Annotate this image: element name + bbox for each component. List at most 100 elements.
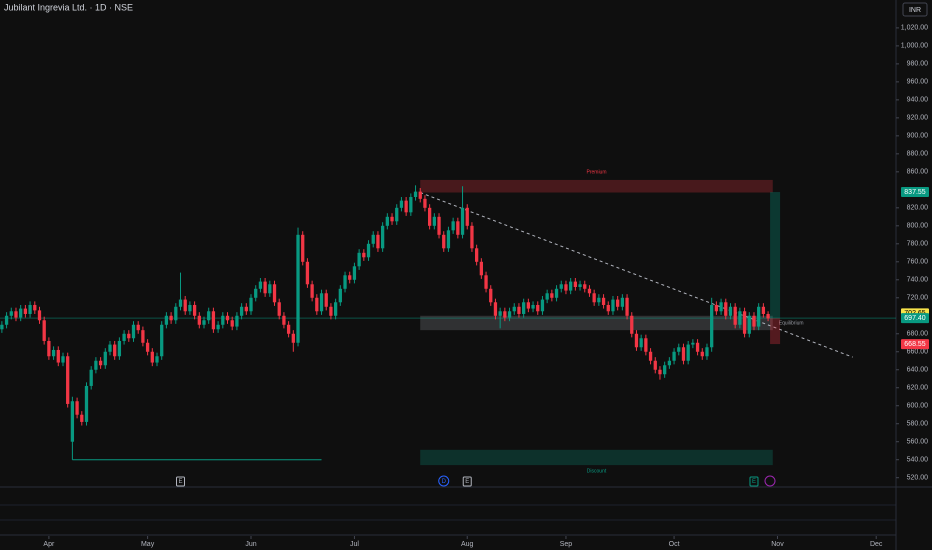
event-marker[interactable]	[176, 476, 186, 487]
candle-body	[225, 315, 230, 321]
candle-body	[235, 315, 239, 327]
candle-body	[42, 320, 46, 341]
event-label[interactable]: E	[465, 479, 469, 485]
candle-body	[667, 360, 672, 366]
event-marker[interactable]	[749, 476, 759, 487]
candle-body	[545, 293, 549, 300]
candle-body	[324, 293, 328, 307]
candle-body	[244, 306, 248, 312]
y-tick-label: 720.00	[907, 295, 929, 302]
y-tick-label: 520.00	[907, 475, 929, 482]
candle-body	[319, 293, 324, 312]
position-stop	[770, 318, 781, 345]
candle-body	[766, 313, 770, 319]
x-tick-label: Sep	[560, 541, 573, 548]
candle-body	[188, 304, 192, 312]
candle-body	[573, 281, 578, 287]
candle-body	[230, 320, 234, 327]
candle-body	[427, 207, 432, 226]
candle-body	[663, 365, 667, 375]
candle-body	[51, 349, 56, 357]
y-tick-label: 980.00	[907, 61, 929, 68]
candle-body	[456, 221, 460, 235]
candle-body	[503, 311, 507, 318]
price-badge	[901, 339, 929, 350]
candle-body	[564, 284, 568, 291]
event-label[interactable]: E	[178, 479, 182, 485]
price-badge	[901, 313, 929, 324]
zone-label: Equilibrium	[779, 320, 804, 326]
candle-body	[385, 216, 389, 226]
candle-body	[343, 275, 347, 289]
candle-body	[216, 324, 220, 330]
candle-body	[197, 315, 201, 325]
candle-body	[479, 261, 483, 276]
candle-body	[362, 252, 366, 258]
candle-body	[578, 284, 582, 287]
candle-body	[329, 306, 333, 316]
candle-body	[98, 360, 103, 366]
candle-body	[409, 197, 413, 213]
x-tick-label: May	[141, 541, 155, 548]
candle-body	[493, 302, 498, 316]
currency-button[interactable]	[902, 2, 928, 17]
candle-body	[160, 324, 164, 357]
y-tick-label: 540.00	[907, 457, 929, 464]
candle-body	[597, 297, 601, 303]
x-tick-label: Jun	[245, 541, 256, 548]
event-label[interactable]: D	[442, 479, 447, 485]
candle-body	[155, 356, 159, 363]
y-tick-label: 580.00	[907, 421, 929, 428]
candle-body	[616, 299, 620, 307]
y-tick-label: 940.00	[907, 97, 929, 104]
candle-body	[653, 360, 657, 370]
y-tick-label: 1,020.00	[901, 25, 928, 32]
candle-body	[681, 347, 686, 361]
candle-body	[733, 306, 737, 325]
zone	[420, 449, 773, 466]
candle-body	[517, 306, 521, 314]
candle-body	[399, 200, 404, 208]
y-tick-label: 820.00	[907, 205, 929, 212]
currency[interactable]: INR	[909, 7, 921, 14]
candle-body	[84, 385, 89, 422]
event-marker[interactable]	[438, 475, 450, 487]
candle-body	[639, 338, 643, 348]
x-tick-label: Nov	[771, 541, 784, 548]
candle-body	[423, 198, 427, 208]
event-marker[interactable]	[462, 476, 472, 487]
y-tick-label: 960.00	[907, 79, 929, 86]
candle-body	[310, 284, 314, 298]
candle-body	[23, 308, 28, 314]
candle-body	[413, 191, 418, 198]
x-tick-label: Jul	[350, 541, 359, 548]
candle-body	[747, 315, 751, 334]
candle-body	[169, 315, 173, 321]
candle-body	[352, 266, 357, 280]
candle-body	[484, 275, 488, 289]
candle-body	[9, 311, 13, 316]
candle-body	[333, 302, 338, 316]
candle-body	[117, 340, 122, 357]
y-tick-label: 920.00	[907, 115, 929, 122]
position-target	[770, 192, 781, 319]
candle-body	[19, 308, 23, 318]
price-badge	[901, 187, 929, 198]
candle-body	[536, 304, 540, 312]
candle-body	[648, 351, 653, 361]
y-tick-label: 620.00	[907, 385, 929, 392]
zone	[420, 179, 773, 193]
candle-body	[286, 324, 291, 334]
candle-body	[630, 315, 634, 334]
event-label[interactable]: E	[752, 479, 756, 485]
candle-body	[728, 306, 733, 316]
candle-body	[691, 342, 695, 345]
candle-body	[672, 351, 676, 361]
event-icon[interactable]	[764, 475, 776, 487]
candle-body	[221, 315, 225, 325]
candle-body	[70, 401, 75, 442]
candle-body	[268, 284, 272, 294]
candle-body	[705, 347, 709, 357]
candle-body	[446, 230, 451, 249]
